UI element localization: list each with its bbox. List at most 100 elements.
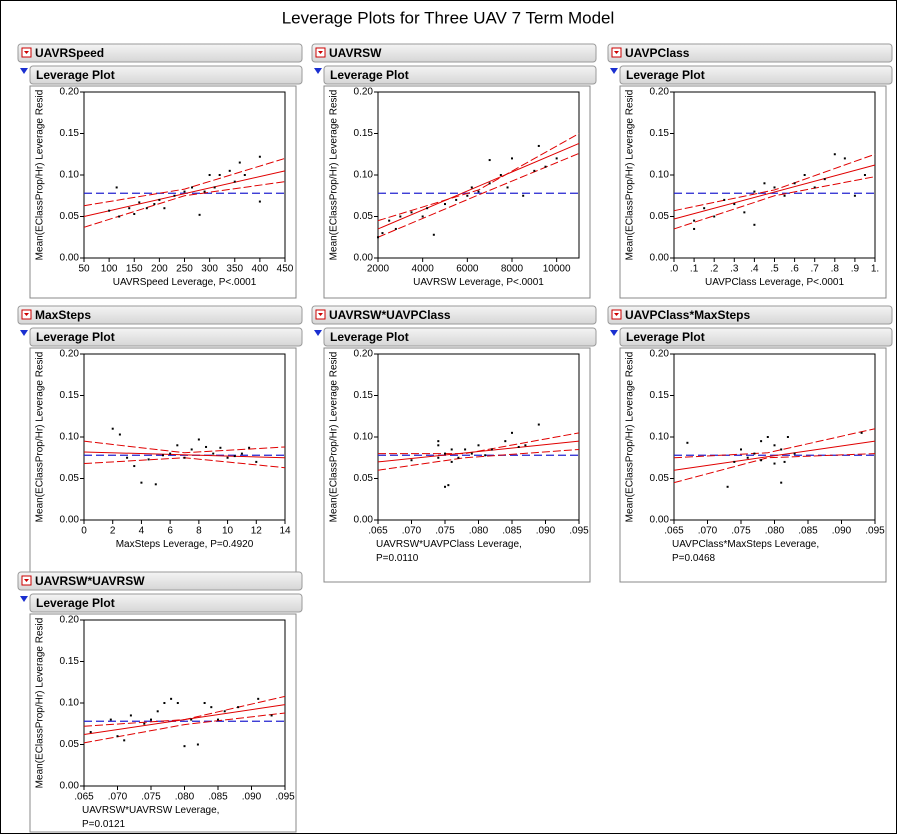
x-tick-label: .1	[690, 264, 699, 275]
y-tick-label: 0.10	[650, 170, 670, 181]
point	[853, 194, 856, 197]
x-tick-label: .085	[208, 792, 228, 803]
x-axis-label-box: UAVRSW*UAVRSW Leverage, P=0.0121	[82, 805, 219, 830]
point	[511, 431, 513, 434]
section-header[interactable]	[607, 43, 893, 63]
section-header[interactable]	[17, 571, 303, 591]
point	[388, 219, 391, 222]
y-tick-label: 0.15	[650, 390, 670, 401]
subsection-header[interactable]	[29, 65, 303, 85]
point	[803, 174, 806, 176]
x-axis-label-box: UAVRSpeed Leverage, P<.0001	[113, 277, 257, 288]
subsection-header[interactable]	[619, 65, 893, 85]
point	[477, 444, 480, 447]
point	[145, 207, 148, 210]
x-tick-label: .075	[435, 526, 455, 537]
point	[228, 169, 231, 172]
y-axis-label: Mean(EClassProp/Hr) Leverage Resid	[35, 352, 46, 523]
point	[863, 174, 866, 176]
point	[743, 211, 746, 214]
point	[733, 460, 736, 463]
menu-icon-arrow	[318, 51, 323, 54]
y-tick-label: 0.15	[60, 128, 80, 139]
point	[140, 481, 143, 484]
disclosure-triangle[interactable]	[20, 68, 28, 74]
point	[203, 190, 206, 193]
x-axis-label-box: UAVPClass Leverage, P<.0001	[704, 277, 845, 288]
y-tick-label: 0.15	[60, 390, 80, 401]
point	[213, 186, 216, 189]
x-axis-label-box: UAVPClass*MaxSteps Leverage, P=0.0468	[672, 539, 819, 564]
plot-area	[83, 91, 286, 259]
point	[381, 232, 384, 235]
disclosure-triangle[interactable]	[314, 68, 322, 74]
subsection-header[interactable]	[29, 593, 303, 613]
section-header[interactable]	[17, 305, 303, 325]
x-tick-label: 6	[167, 526, 173, 537]
x-tick-label: .095	[865, 526, 885, 537]
x-tick-label: 10	[222, 526, 234, 537]
fit-line	[83, 451, 286, 459]
point	[466, 194, 469, 197]
point	[190, 718, 193, 721]
section-title: UAVPClass*MaxSteps	[625, 308, 750, 322]
point	[740, 448, 742, 451]
x-axis-label: UAVPClass Leverage, P<.0001	[704, 277, 845, 288]
point	[158, 198, 161, 201]
point	[733, 203, 736, 206]
point	[686, 441, 689, 444]
disclosure-triangle[interactable]	[20, 596, 28, 602]
point	[793, 182, 796, 185]
disclosure-triangle[interactable]	[610, 68, 618, 74]
confidence-upper	[377, 133, 580, 222]
y-tick-label: 0.20	[354, 349, 374, 360]
plot-area	[673, 91, 876, 259]
subsection-header[interactable]	[29, 327, 303, 347]
point	[766, 436, 769, 438]
point	[238, 161, 241, 164]
y-tick-label: 0.10	[354, 170, 374, 181]
point	[399, 215, 402, 218]
subsection-header[interactable]	[323, 65, 597, 85]
x-tick-label: .070	[402, 526, 422, 537]
x-tick-label: 14	[279, 526, 291, 537]
disclosure-triangle[interactable]	[610, 330, 618, 336]
section-header[interactable]	[311, 305, 597, 325]
point	[763, 182, 766, 185]
y-axis-label: Mean(EClassProp/Hr) Leverage Resid	[329, 90, 340, 261]
section-header[interactable]	[607, 305, 893, 325]
subsection-title: Leverage Plot	[626, 330, 705, 344]
subsection-title: Leverage Plot	[36, 330, 115, 344]
y-tick-label: 0.20	[354, 87, 374, 98]
subsection-title: Leverage Plot	[626, 68, 705, 82]
subsection-header[interactable]	[619, 327, 893, 347]
x-tick-label: 100	[101, 264, 118, 275]
y-tick-label: 0.00	[354, 515, 374, 526]
point	[163, 207, 166, 210]
point	[773, 444, 776, 447]
y-axis-label: Mean(EClassProp/Hr) Leverage Resid	[35, 618, 46, 789]
menu-icon-arrow	[24, 579, 29, 582]
section-header[interactable]	[311, 43, 597, 63]
confidence-lower	[83, 181, 286, 228]
y-tick-label: 0.05	[650, 211, 670, 222]
point	[421, 215, 424, 218]
y-tick-label: 0.15	[60, 656, 80, 667]
x-tick-label: 0	[81, 526, 87, 537]
disclosure-triangle[interactable]	[314, 330, 322, 336]
y-tick-label: 0.05	[60, 473, 80, 484]
point	[89, 731, 92, 734]
section-title: UAVRSW	[329, 46, 382, 60]
plot-area	[377, 353, 580, 521]
section-title: MaxSteps	[35, 308, 91, 322]
section-header[interactable]	[17, 43, 303, 63]
disclosure-triangle[interactable]	[20, 330, 28, 336]
point	[196, 743, 199, 746]
subsection-header[interactable]	[323, 327, 597, 347]
point	[217, 718, 219, 721]
point	[470, 186, 473, 189]
point	[517, 445, 520, 448]
point	[444, 485, 446, 488]
point	[693, 219, 696, 222]
